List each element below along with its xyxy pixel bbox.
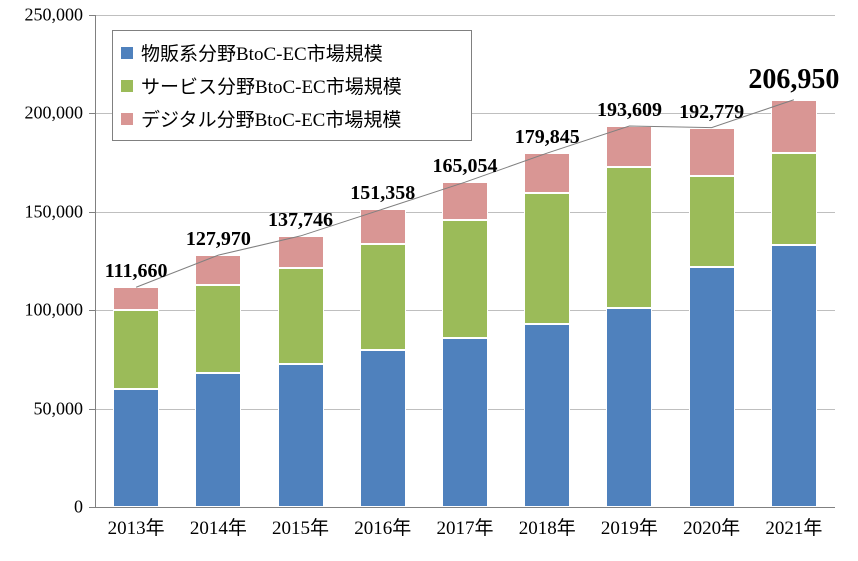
x-axis-label: 2015年 xyxy=(272,513,329,540)
x-axis-label: 2017年 xyxy=(436,513,493,540)
legend-swatch xyxy=(121,80,133,92)
bar-segment xyxy=(606,308,652,507)
bar-total-label: 193,609 xyxy=(597,99,662,122)
y-axis-label: 100,000 xyxy=(0,300,83,321)
legend-item: デジタル分野BtoC-EC市場規模 xyxy=(121,105,463,132)
bar-total-label: 137,746 xyxy=(268,209,333,232)
y-axis-label: 200,000 xyxy=(0,103,83,124)
bar-total-label: 192,779 xyxy=(679,101,744,124)
bar-segment xyxy=(606,126,652,167)
gridline xyxy=(95,15,835,16)
bar-total-label: 127,970 xyxy=(186,228,251,251)
bar-segment xyxy=(195,285,241,374)
bar-segment xyxy=(360,244,406,349)
legend: 物販系分野BtoC-EC市場規模サービス分野BtoC-EC市場規模デジタル分野B… xyxy=(112,30,472,141)
bar-segment xyxy=(524,153,570,193)
legend-label: 物販系分野BtoC-EC市場規模 xyxy=(141,39,383,66)
x-axis-label: 2013年 xyxy=(108,513,165,540)
bar-segment xyxy=(113,310,159,389)
stacked-bar-chart: 0 50,000 100,000 150,000 200,000 250,000 2013年… xyxy=(0,0,858,561)
bar-segment xyxy=(195,255,241,284)
bar-segment xyxy=(689,128,735,177)
y-axis-label: 150,000 xyxy=(0,201,83,222)
bar-segment xyxy=(689,267,735,507)
bar-segment xyxy=(113,287,159,310)
bar-segment xyxy=(278,268,324,364)
bar-segment xyxy=(524,324,570,507)
y-axis-line xyxy=(95,15,96,507)
bar-total-label: 206,950 xyxy=(748,64,839,96)
x-axis-line xyxy=(95,507,835,508)
bar-total-label: 111,660 xyxy=(105,260,168,283)
bar-segment xyxy=(442,182,488,219)
x-axis-label: 2019年 xyxy=(601,513,658,540)
bar-segment xyxy=(771,245,817,507)
bar-segment xyxy=(606,167,652,309)
bar-segment xyxy=(278,236,324,268)
x-axis-label: 2021年 xyxy=(765,513,822,540)
bar-segment xyxy=(278,364,324,507)
bar-segment xyxy=(442,338,488,507)
bar-segment xyxy=(442,220,488,338)
bar-total-label: 151,358 xyxy=(350,182,415,205)
bar-segment xyxy=(689,176,735,267)
bar-segment xyxy=(113,389,159,507)
y-axis-label: 50,000 xyxy=(0,398,83,419)
y-axis-label: 250,000 xyxy=(0,5,83,26)
legend-label: デジタル分野BtoC-EC市場規模 xyxy=(141,105,401,132)
x-axis-label: 2014年 xyxy=(190,513,247,540)
bar-segment xyxy=(771,153,817,245)
bar-segment xyxy=(195,373,241,507)
x-axis-label: 2020年 xyxy=(683,513,740,540)
legend-swatch xyxy=(121,113,133,125)
x-axis-label: 2018年 xyxy=(519,513,576,540)
bar-segment xyxy=(524,193,570,324)
legend-item: 物販系分野BtoC-EC市場規模 xyxy=(121,39,463,66)
bar-segment xyxy=(360,350,406,507)
legend-label: サービス分野BtoC-EC市場規模 xyxy=(141,72,402,99)
y-axis-label: 0 xyxy=(0,497,83,518)
bar-total-label: 165,054 xyxy=(433,155,498,178)
legend-item: サービス分野BtoC-EC市場規模 xyxy=(121,72,463,99)
legend-swatch xyxy=(121,47,133,59)
x-axis-label: 2016年 xyxy=(354,513,411,540)
bar-total-label: 179,845 xyxy=(515,126,580,149)
bar-segment xyxy=(771,100,817,153)
bar-segment xyxy=(360,209,406,244)
